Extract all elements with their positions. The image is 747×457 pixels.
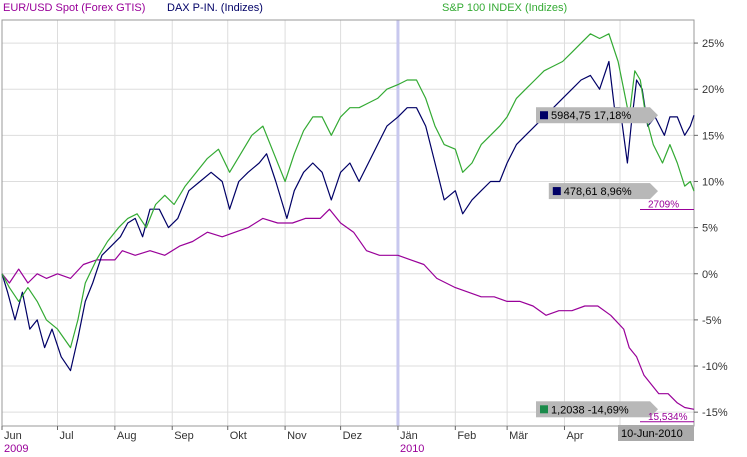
value-tag-swatch (540, 111, 548, 120)
x-tick-label: Jun (4, 430, 22, 442)
x-tick-label: Aug (117, 430, 137, 442)
x-tick-label: Nov (287, 430, 307, 442)
y-tick-label: -5% (702, 315, 722, 327)
legend-sp100: S&P 100 INDEX (Indizes) (442, 2, 568, 14)
y-tick-label: 10% (702, 176, 724, 188)
x-tick-label: Jul (60, 430, 74, 442)
value-tag-box (536, 107, 650, 124)
value-tag-swatch (540, 405, 548, 414)
value-tag-text: 5984,75 17,18% (551, 110, 631, 122)
plot-frame (1, 19, 695, 427)
small-tag-text: 15,534% (648, 412, 688, 423)
value-tag-arrow (650, 107, 658, 124)
value-tag-arrow (650, 401, 658, 418)
x-axis: JunJulAugSepOktNovDezJänFebMärAprMai2009… (1, 426, 640, 455)
y-tick-label: 25% (702, 38, 724, 50)
x-tick-label: Apr (566, 430, 583, 442)
y-tick-label: -10% (702, 361, 728, 373)
y-tick-label: 20% (702, 84, 724, 96)
x-tick-label: Jän (400, 430, 418, 442)
value-tag-box (536, 401, 650, 418)
x-tick-label: Sep (174, 430, 194, 442)
y-tick-label: 0% (702, 269, 718, 281)
y-tick-label: 5% (702, 223, 718, 235)
x-tick-label: Dez (343, 430, 363, 442)
end-date-label: 10-Jun-2010 (621, 428, 683, 440)
year-label: 2010 (400, 443, 424, 455)
value-tag-arrow (650, 183, 658, 200)
series-layer (1, 33, 695, 410)
year-label: 2009 (4, 443, 28, 455)
value-tags: 5984,75 17,18% 478,61 8,96% 1,2038 -14,69%… (536, 107, 694, 423)
legend-eurusd: EUR/USD Spot (Forex GTIS) (3, 2, 146, 14)
end-date-box: 10-Jun-2010 (618, 425, 694, 441)
value-tag-box (548, 183, 650, 200)
value-tag-text: 1,2038 -14,69% (551, 404, 629, 416)
y-tick-label: -15% (702, 407, 728, 419)
small-tag-text: 2709% (648, 200, 679, 211)
series-line-2 (1, 33, 695, 349)
value-tag-swatch (552, 187, 561, 196)
x-tick-label: Mär (509, 430, 528, 442)
series-line-0 (1, 208, 695, 410)
x-tick-label: Okt (230, 430, 247, 442)
legend-dax: DAX P-IN. (Indizes) (167, 2, 263, 14)
grid (1, 20, 694, 426)
y-axis: 25% 20% 15% 10% 5% 0% -5% -10% -15% (694, 38, 728, 419)
y-tick-label: 15% (702, 130, 724, 142)
x-tick-label: Feb (457, 430, 476, 442)
value-tag-text: 478,61 8,96% (564, 186, 632, 198)
